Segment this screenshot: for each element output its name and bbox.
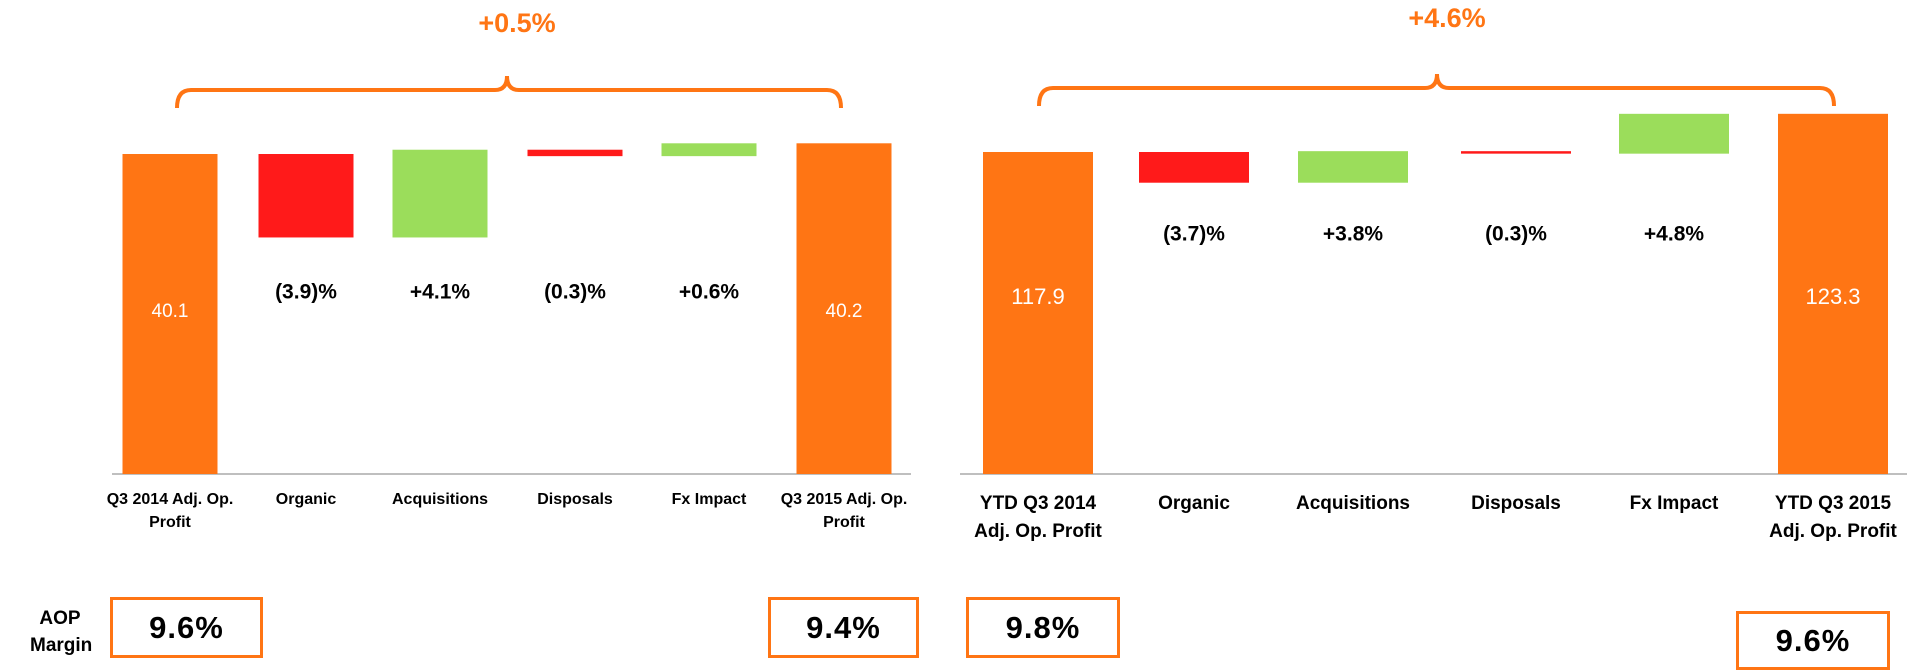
category-label: Fx Impact [1629, 493, 1719, 514]
delta-bar [1461, 151, 1571, 154]
margin-box: 9.4% [768, 597, 919, 658]
delta-label: (0.3)% [544, 281, 606, 304]
delta-label: +0.6% [679, 281, 739, 304]
margin-box: 9.6% [1736, 611, 1890, 670]
total-bar [122, 154, 218, 474]
total-label: 40.1 [152, 301, 189, 322]
change-label: +0.5% [478, 8, 555, 38]
category-label: Organic [1158, 493, 1230, 514]
delta-label: (0.3)% [1485, 223, 1547, 246]
delta-bar [527, 149, 623, 157]
total-label: 40.2 [826, 301, 863, 322]
category-label: Acquisitions [1295, 493, 1410, 514]
category-label: Acquisitions [391, 491, 488, 508]
total-bar [983, 152, 1093, 474]
bracket [1037, 73, 1836, 107]
delta-bar [1298, 151, 1408, 183]
category-label: Q3 2014 Adj. Op. Profit [106, 491, 234, 532]
delta-bar [1139, 152, 1249, 183]
category-label: Disposals [537, 491, 613, 508]
category-label: YTD Q3 2014 Adj. Op. Profit [974, 493, 1102, 542]
change-label: +4.6% [1408, 3, 1485, 33]
total-bar [796, 143, 892, 475]
category-label: Disposals [1471, 493, 1561, 514]
category-label: Organic [275, 491, 337, 508]
delta-label: +3.8% [1323, 223, 1383, 246]
total-bar [1778, 113, 1888, 474]
delta-label: +4.1% [410, 281, 470, 304]
total-label: 117.9 [1011, 284, 1064, 309]
bracket [175, 75, 843, 109]
delta-bar [661, 143, 757, 157]
aop-margin-label: AOP Margin [30, 608, 93, 656]
delta-label: +4.8% [1644, 223, 1704, 246]
category-label: Fx Impact [671, 491, 747, 508]
delta-label: (3.9)% [275, 281, 337, 304]
margin-box: 9.6% [110, 597, 263, 658]
total-label: 123.3 [1805, 284, 1860, 309]
delta-bar [258, 154, 354, 238]
margin-box: 9.8% [966, 597, 1120, 658]
delta-label: (3.7)% [1163, 223, 1225, 246]
delta-bar [1619, 113, 1729, 154]
category-label: Q3 2015 Adj. Op. Profit [780, 491, 908, 532]
delta-bar [392, 149, 488, 238]
category-label: YTD Q3 2015 Adj. Op. Profit [1769, 493, 1897, 542]
